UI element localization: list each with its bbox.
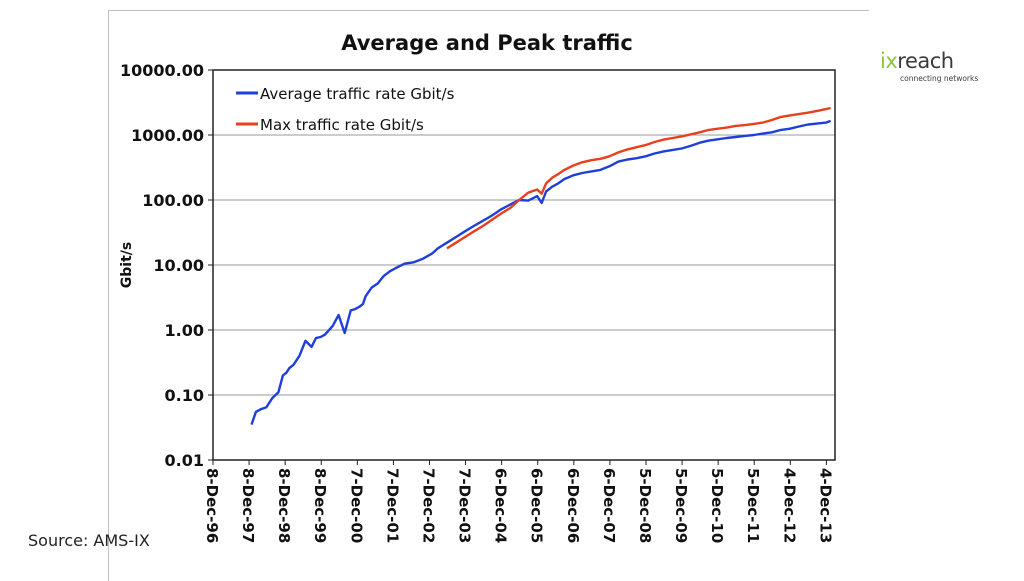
y-tick-labels: 0.01 0.10 1.00 10.00 100.00 1000.00 10000.00: [120, 61, 204, 470]
x-tick-label: 6-Dec-05: [528, 468, 546, 543]
y-tick-label: 0.01: [165, 451, 204, 470]
series-line-average: [250, 119, 832, 425]
x-tick-label: 8-Dec-98: [275, 468, 293, 543]
y-tick-label: 10.00: [153, 256, 204, 275]
y-tick-label: 10000.00: [120, 61, 204, 80]
series-line-max: [446, 106, 831, 250]
x-tick-label: 6-Dec-07: [600, 468, 618, 543]
y-axis-label: Gbit/s: [119, 242, 135, 288]
chart-title: Average and Peak traffic: [341, 31, 633, 55]
logo-reach: reach: [897, 49, 954, 73]
x-tick-label: 4-Dec-12: [780, 468, 798, 543]
x-tick-label: 7-Dec-01: [383, 468, 401, 543]
logo-tagline: connecting networks: [900, 74, 979, 83]
logo-ix: ix: [880, 49, 898, 73]
y-tick-label: 1000.00: [131, 126, 204, 145]
x-tick-label: 6-Dec-04: [492, 468, 510, 543]
legend-label-average: Average traffic rate Gbit/s: [260, 85, 455, 103]
x-tick-label: 7-Dec-03: [456, 468, 474, 543]
x-tick-label: 7-Dec-00: [347, 468, 365, 543]
x-tick-label: 8-Dec-99: [311, 468, 329, 543]
x-tick-label: 6-Dec-06: [564, 468, 582, 543]
y-tick-label: 1.00: [165, 321, 204, 340]
x-tick-label: 8-Dec-96: [203, 468, 221, 543]
x-tick-label: 5-Dec-11: [744, 468, 762, 543]
y-tick-label: 100.00: [142, 191, 204, 210]
x-tick-label: 5-Dec-09: [672, 468, 690, 543]
y-tick-label: 0.10: [165, 386, 204, 405]
chart-frame: [108, 10, 869, 581]
x-tick-label: 4-Dec-13: [816, 468, 834, 543]
legend-label-max: Max traffic rate Gbit/s: [260, 116, 424, 134]
plot-area: [212, 69, 836, 461]
x-tick-label: 7-Dec-02: [419, 468, 437, 543]
logo-wordmark: ixreach: [880, 50, 990, 72]
x-tick-label: 5-Dec-08: [636, 468, 654, 543]
series-lines: [250, 106, 832, 425]
ixreach-logo: ixreach connecting networks: [880, 50, 990, 90]
x-tick-label: 8-Dec-97: [239, 468, 257, 543]
x-tick-labels: 8-Dec-96 8-Dec-97 8-Dec-98 8-Dec-99 7-Dec-00…: [203, 468, 834, 543]
legend: Average traffic rate Gbit/s Max traffic …: [236, 85, 455, 134]
x-tick-label: 5-Dec-10: [708, 468, 726, 543]
source-note: Source: AMS-IX: [28, 531, 150, 550]
gridlines: [208, 69, 835, 465]
